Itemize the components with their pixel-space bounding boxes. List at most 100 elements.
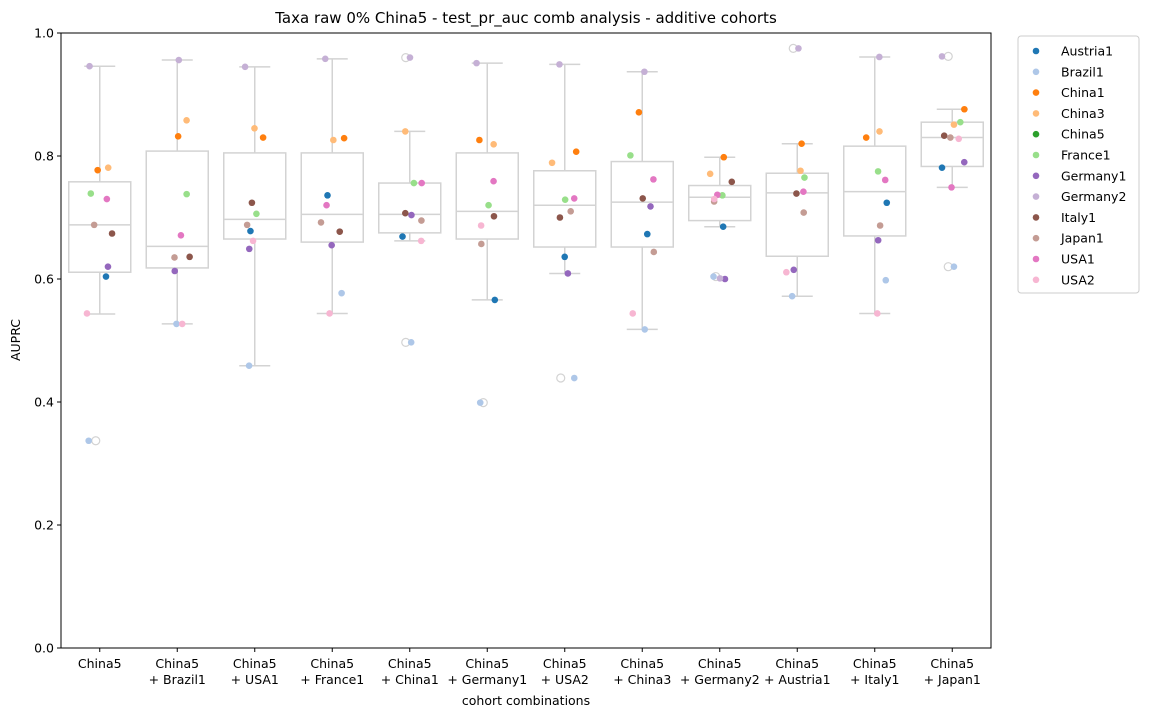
- data-point: [947, 134, 954, 141]
- box-flier: [91, 436, 101, 446]
- data-point: [882, 276, 890, 284]
- data-point: [881, 176, 889, 184]
- data-point: [485, 201, 492, 209]
- legend-label: Germany2: [1061, 189, 1126, 204]
- data-point: [249, 237, 257, 245]
- data-point: [259, 134, 267, 141]
- box-group: [145, 59, 209, 325]
- data-point: [862, 134, 870, 141]
- data-point: [955, 135, 963, 143]
- data-point: [410, 179, 418, 187]
- legend-marker: [1032, 234, 1040, 242]
- data-point: [402, 209, 409, 217]
- data-point: [797, 167, 804, 175]
- box-iqr: [455, 152, 519, 240]
- x-tick-label: + Brazil1: [149, 672, 206, 687]
- data-point: [783, 268, 790, 276]
- y-axis: 0.0 0.2 0.4 0.6 0.8 1.0: [34, 26, 61, 656]
- data-point: [103, 195, 111, 203]
- data-point: [567, 208, 574, 215]
- data-point: [104, 164, 112, 171]
- data-point: [317, 219, 325, 226]
- data-point: [406, 54, 414, 61]
- data-point: [788, 292, 796, 300]
- data-point: [171, 254, 178, 261]
- data-point: [706, 170, 714, 178]
- box-group: [688, 156, 752, 282]
- data-point: [178, 320, 186, 328]
- data-point: [876, 53, 883, 61]
- data-point: [650, 248, 658, 256]
- legend-item: Austria1: [1032, 44, 1113, 59]
- data-point: [570, 374, 578, 382]
- legend-label: France1: [1061, 148, 1111, 163]
- data-point: [710, 195, 718, 203]
- data-point: [938, 164, 946, 171]
- legend-item: Germany1: [1032, 168, 1126, 183]
- x-tick-label: China5: [233, 656, 277, 671]
- data-point: [183, 117, 190, 124]
- data-point: [635, 109, 643, 116]
- y-tick-label: 1.0: [34, 26, 54, 41]
- box-group: [300, 58, 364, 315]
- y-tick-label: 0.2: [34, 518, 54, 533]
- data-point: [175, 56, 183, 64]
- x-tick-label: + France1: [300, 672, 364, 687]
- data-point: [83, 310, 91, 317]
- data-point: [90, 221, 98, 229]
- box-iqr: [223, 152, 287, 240]
- x-tick-label: China5: [78, 656, 122, 671]
- data-point: [253, 210, 260, 218]
- box-iqr: [610, 160, 674, 248]
- legend-marker: [1032, 47, 1040, 55]
- data-point: [108, 230, 116, 237]
- box-iqr: [300, 152, 364, 243]
- x-tick-label: China5: [853, 656, 897, 671]
- data-point: [950, 263, 958, 271]
- data-point: [330, 136, 337, 144]
- x-tick-label: China5: [775, 656, 819, 671]
- data-point: [171, 267, 179, 275]
- data-point: [800, 209, 808, 216]
- legend-marker: [1032, 276, 1040, 284]
- x-tick-label: + Japan1: [924, 672, 981, 687]
- data-point: [87, 190, 95, 197]
- data-point: [556, 214, 564, 221]
- data-point: [476, 399, 484, 406]
- legend-item: China5: [1032, 127, 1105, 142]
- x-tick-label: + Germany2: [680, 672, 760, 687]
- legend-frame: [1017, 35, 1140, 294]
- data-point: [247, 227, 254, 235]
- legend-item: China1: [1032, 85, 1105, 100]
- y-tick-label: 0.0: [34, 641, 54, 656]
- data-point: [408, 211, 415, 219]
- legend-label: Germany1: [1061, 168, 1126, 183]
- data-point: [790, 266, 798, 274]
- data-point: [245, 245, 253, 253]
- data-point: [490, 212, 498, 220]
- chart-title: Taxa raw 0% China5 - test_pr_auc comb an…: [274, 9, 777, 28]
- data-point: [174, 133, 182, 140]
- box-flier: [943, 51, 953, 61]
- box-group: [765, 43, 829, 297]
- data-point: [173, 320, 180, 328]
- x-tick-label: China5: [388, 656, 432, 671]
- data-point: [728, 178, 736, 186]
- legend-marker: [1032, 89, 1040, 96]
- legend-item: China3: [1032, 106, 1105, 121]
- box-iqr: [533, 170, 597, 248]
- data-point: [570, 195, 578, 202]
- data-point: [561, 253, 569, 261]
- data-point: [417, 237, 425, 245]
- box-iqr: [688, 184, 752, 222]
- data-point: [874, 236, 882, 244]
- box-group: [533, 63, 597, 383]
- data-point: [641, 326, 649, 333]
- data-point: [940, 132, 948, 140]
- box-group: [68, 65, 132, 446]
- x-axis-label: cohort combinations: [462, 693, 590, 708]
- legend-label: China5: [1061, 127, 1105, 142]
- data-point: [801, 174, 808, 181]
- data-point: [102, 273, 110, 280]
